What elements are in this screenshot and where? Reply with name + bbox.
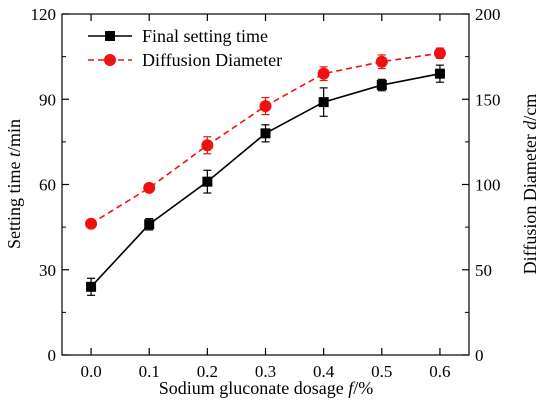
y-right-tick-label: 0 [475,346,484,365]
y-right-tick-label: 150 [475,90,501,109]
data-point-circle [317,67,330,80]
data-point-circle [433,47,446,60]
y-right-tick-label: 50 [475,261,492,280]
data-point-square [260,128,271,139]
x-tick-label: 0.0 [80,362,101,381]
data-point-circle [85,217,98,230]
y-right-axis-title: Diffusion Diameter d/cm [520,94,540,275]
series-layer [85,47,446,296]
data-point-square [202,176,213,187]
y-right-tick-label: 200 [475,5,501,24]
data-point-circle [375,55,388,68]
y-left-tick-label: 0 [48,346,57,365]
legend-label-setting-time: Final setting time [142,26,268,46]
data-point-circle [143,181,156,194]
data-point-square [86,281,97,292]
data-point-square [376,80,387,91]
legend-marker-setting-time [105,31,115,41]
legend: Final setting time Diffusion Diameter [88,26,282,70]
legend-marker-diffusion-diameter [104,54,116,66]
x-tick-label: 0.5 [371,362,392,381]
x-tick-label: 0.6 [429,362,450,381]
data-point-square [318,97,329,108]
x-axis-title: Sodium gluconate dosage f/% [159,378,373,398]
y-right-tick-label: 100 [475,176,501,195]
data-point-square [144,219,155,230]
y-left-axis-title: Setting time t/min [4,119,24,249]
x-tick-label: 0.3 [255,362,276,381]
y-left-tick-label: 30 [39,261,56,280]
data-point-circle [259,100,272,113]
ticks-layer: 0.0 0.1 0.2 0.3 0.4 0.5 0.6 0 30 60 90 120 0 50 100 150… [31,5,501,381]
data-point-square [434,68,445,79]
data-point-circle [201,139,214,152]
y-left-tick-label: 90 [39,90,56,109]
x-tick-label: 0.1 [139,362,160,381]
y-left-tick-label: 120 [31,5,57,24]
x-tick-label: 0.4 [313,362,335,381]
legend-label-diffusion-diameter: Diffusion Diameter [142,50,282,70]
y-left-tick-label: 60 [39,176,56,195]
x-tick-label: 0.2 [197,362,218,381]
